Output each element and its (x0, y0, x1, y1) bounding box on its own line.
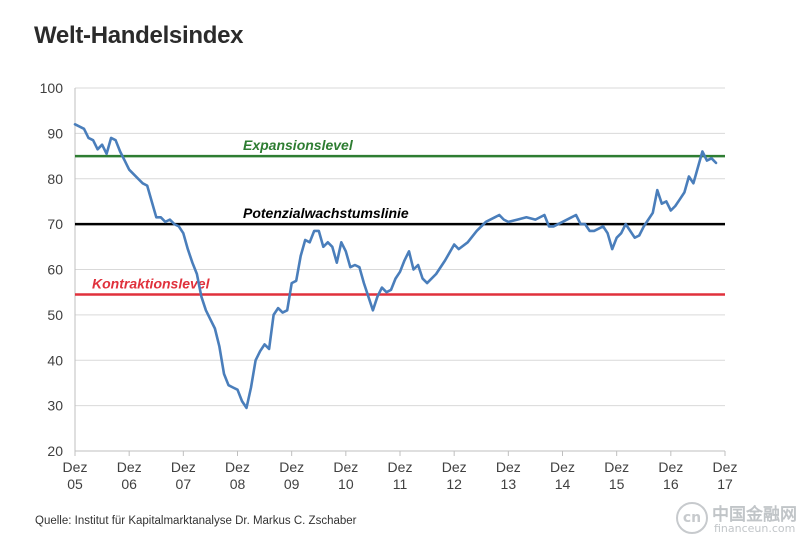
reference-line-label: Potenzialwachstumslinie (243, 205, 409, 221)
x-tick-label-year: 08 (230, 476, 246, 492)
x-tick-label-year: 15 (609, 476, 625, 492)
x-tick-label-month: Dez (225, 459, 250, 475)
x-tick-label-month: Dez (713, 459, 738, 475)
x-tick-label-month: Dez (63, 459, 88, 475)
x-tick-label-month: Dez (658, 459, 683, 475)
y-tick-label: 80 (47, 171, 63, 187)
y-tick-label: 90 (47, 125, 63, 141)
axes (74, 88, 726, 456)
x-tick-label-month: Dez (117, 459, 142, 475)
reference-line-label: Kontraktionslevel (92, 275, 211, 291)
y-tick-label: 50 (47, 307, 63, 323)
y-tick-label: 20 (47, 443, 63, 459)
x-tick-label-month: Dez (550, 459, 575, 475)
x-tick-label-month: Dez (333, 459, 358, 475)
y-tick-label: 70 (47, 216, 63, 232)
x-tick-label-year: 14 (555, 476, 571, 492)
x-tick-label-month: Dez (496, 459, 521, 475)
x-tick-label-month: Dez (442, 459, 467, 475)
x-tick-label-year: 09 (284, 476, 300, 492)
x-axis-ticks: Dez05Dez06Dez07Dez08Dez09Dez10Dez11Dez12… (63, 459, 738, 492)
x-tick-label-year: 13 (501, 476, 517, 492)
x-tick-label-year: 16 (663, 476, 679, 492)
x-tick-label-year: 17 (717, 476, 733, 492)
data-series (73, 123, 718, 410)
watermark-en: financeun.com (714, 522, 796, 535)
x-tick-label-month: Dez (604, 459, 629, 475)
series-line (73, 123, 718, 410)
logo-icon: cn (676, 502, 708, 534)
watermark-cn: 中国金融网 (712, 505, 797, 525)
y-tick-label: 30 (47, 398, 63, 414)
x-tick-label-month: Dez (171, 459, 196, 475)
source-note: Quelle: Institut für Kapitalmarktanalyse… (35, 515, 357, 527)
x-tick-label-year: 06 (121, 476, 137, 492)
x-tick-label-year: 07 (176, 476, 192, 492)
x-tick-label-year: 12 (446, 476, 462, 492)
y-axis-ticks: 20 30 40 50 60 70 80 90 100 (40, 80, 64, 459)
y-tick-label: 40 (47, 352, 63, 368)
x-tick-label-year: 11 (393, 476, 408, 492)
reference-lines: Expansionslevel Potenzialwachstumslinie Ko… (75, 137, 725, 296)
gridlines (75, 87, 725, 407)
x-tick-label-month: Dez (279, 459, 304, 475)
reference-line-label: Expansionslevel (243, 137, 354, 153)
y-tick-label: 100 (40, 80, 64, 96)
watermark: cn 中国金融网 financeun.com (676, 500, 797, 538)
y-tick-label: 60 (47, 262, 63, 278)
x-tick-label-month: Dez (388, 459, 413, 475)
chart-title: Welt-Handelsindex (34, 22, 244, 49)
x-tick-label-year: 10 (338, 476, 354, 492)
x-tick-label-year: 05 (67, 476, 83, 492)
